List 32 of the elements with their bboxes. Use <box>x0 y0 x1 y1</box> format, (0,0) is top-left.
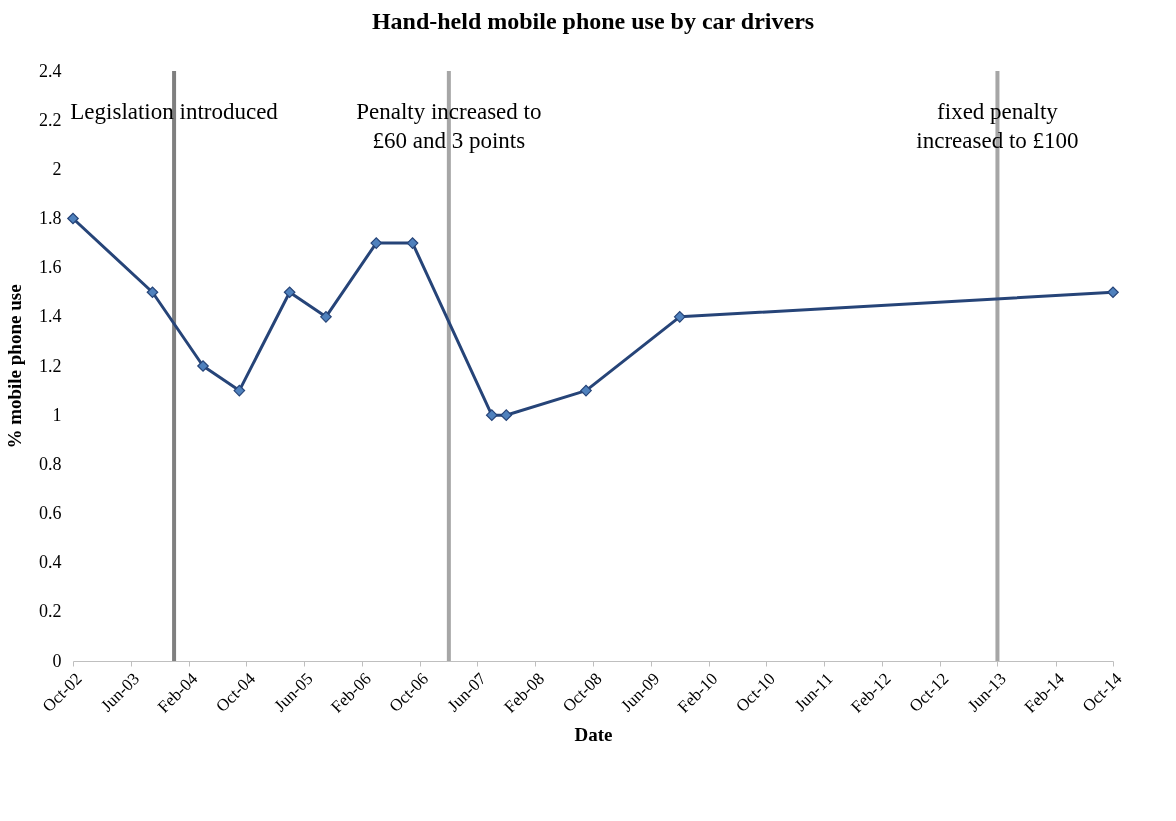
y-axis-title: % mobile phone use <box>4 284 25 449</box>
point <box>485 409 498 422</box>
y-tick-label: 0.8 <box>39 453 62 474</box>
point <box>370 237 383 249</box>
point <box>283 286 296 299</box>
point <box>1107 286 1119 299</box>
point <box>197 360 209 372</box>
y-tick-label: 1.8 <box>39 208 62 228</box>
point <box>67 212 79 225</box>
y-tick-label: 1.4 <box>39 306 62 327</box>
y-tick-label: 1.6 <box>39 257 62 278</box>
x-axis-title: Date <box>574 723 613 745</box>
y-tick-label: 1 <box>52 404 62 425</box>
y-tick-label: 2.4 <box>39 60 62 81</box>
point <box>320 310 332 323</box>
point <box>580 384 592 397</box>
point <box>500 409 513 422</box>
y-tick-label: 0 <box>52 650 62 671</box>
point <box>146 286 159 299</box>
point <box>673 310 686 323</box>
chart-title: Hand-held mobile phone use by car drivers <box>371 8 815 34</box>
y-tick-label: 0.4 <box>39 552 62 573</box>
point <box>233 384 246 397</box>
y-tick-label: 0.6 <box>39 503 62 523</box>
y-tick-label: 2.2 <box>39 109 62 130</box>
y-tick-label: 1.2 <box>39 355 62 376</box>
y-tick-label: 0.2 <box>39 601 62 622</box>
ref-line-label: fixed penalty increased to £100 <box>916 99 1079 153</box>
y-tick-label: 2 <box>52 158 62 179</box>
ref-line-label: Penalty increased to £60 and 3 points <box>356 99 542 153</box>
point <box>406 237 419 249</box>
ref-line-label: Legislation introduced <box>70 99 279 124</box>
